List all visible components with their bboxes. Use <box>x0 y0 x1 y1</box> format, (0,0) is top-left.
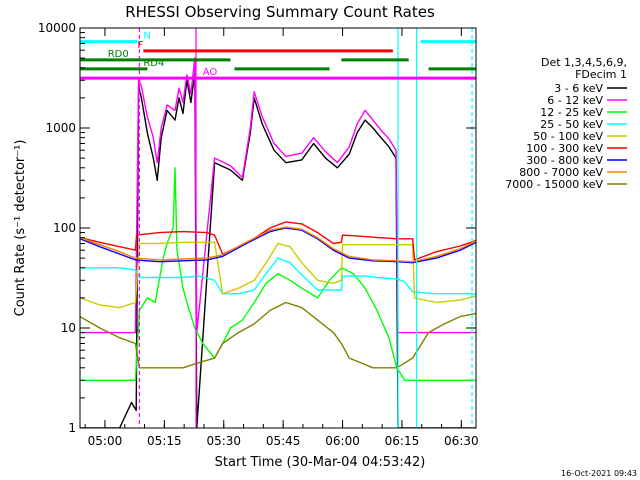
legend-label-7: 800 - 7000 keV <box>519 166 603 179</box>
series-line-0 <box>80 72 476 428</box>
flag-label-3: RD4 <box>143 58 164 69</box>
series-line-1 <box>80 57 476 334</box>
legend-label-1: 6 - 12 keV <box>547 94 603 107</box>
legend-label-8: 7000 - 15000 keV <box>505 178 603 191</box>
legend-label-0: 3 - 6 keV <box>554 82 603 95</box>
y-tick-label-2: 100 <box>53 221 76 235</box>
series-line-8 <box>80 301 476 369</box>
x-axis-label: Start Time (30-Mar-04 04:53:42) <box>215 455 426 470</box>
legend-header-1: FDecim 1 <box>575 68 627 81</box>
date-stamp: 16-Oct-2021 09:43 <box>561 469 637 478</box>
y-tick-label-3: 1000 <box>45 121 76 135</box>
x-tick-label-2: 05:30 <box>206 434 241 448</box>
x-tick-label-6: 06:30 <box>444 434 479 448</box>
series-line-4 <box>80 241 476 309</box>
legend-label-3: 25 - 50 keV <box>540 118 603 131</box>
x-tick-label-5: 06:15 <box>385 434 420 448</box>
axes: 05:00 05:15 05:30 05:45 06:00 06:15 06:30 1 10 10… <box>38 21 479 448</box>
series-line-5 <box>80 221 476 261</box>
chart-title: RHESSI Observing Summary Count Rates <box>125 3 435 21</box>
y-tick-label-1: 10 <box>61 321 76 335</box>
flag-label-4: AO <box>203 67 218 78</box>
x-tick-label-0: 05:00 <box>88 434 123 448</box>
series-line-6 <box>80 227 476 264</box>
x-tick-label-1: 05:15 <box>147 434 182 448</box>
y-tick-label-4: 10000 <box>38 21 76 35</box>
flag-label-2: RD0 <box>108 49 129 60</box>
x-tick-label-3: 05:45 <box>266 434 301 448</box>
vertical-markers <box>80 28 473 428</box>
legend-header-0: Det 1,3,4,5,6,9, <box>541 56 627 69</box>
legend-label-4: 50 - 100 keV <box>533 130 603 143</box>
y-axis-label: Count Rate (s⁻¹ detector⁻¹) <box>13 140 28 317</box>
legend-label-2: 12 - 25 keV <box>540 106 603 119</box>
legend-label-6: 300 - 800 keV <box>526 154 603 167</box>
flag-label-0: N <box>143 31 150 42</box>
flag-label-1: F <box>137 40 143 51</box>
y-tick-label-0: 1 <box>68 421 76 435</box>
x-tick-label-4: 06:00 <box>325 434 360 448</box>
series-line-3 <box>80 257 476 295</box>
series-line-7 <box>80 226 476 263</box>
flag-bars: NF RD0 RD4 AO <box>80 31 476 80</box>
series-layer <box>80 57 476 428</box>
legend-label-5: 100 - 300 keV <box>526 142 603 155</box>
